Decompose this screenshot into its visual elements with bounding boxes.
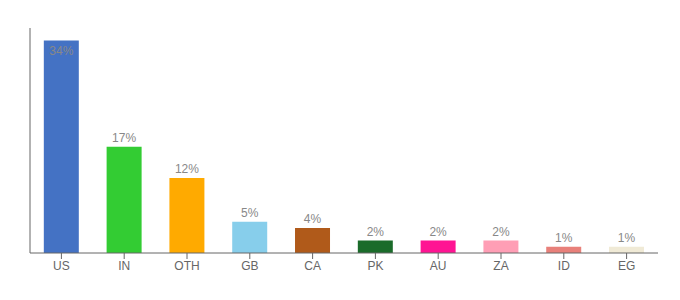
svg-text:EG: EG — [618, 259, 635, 273]
svg-text:12%: 12% — [175, 162, 199, 176]
svg-text:2%: 2% — [367, 225, 385, 239]
svg-text:GB: GB — [241, 259, 258, 273]
svg-text:IN: IN — [118, 259, 130, 273]
svg-text:AU: AU — [430, 259, 447, 273]
svg-text:OTH: OTH — [174, 259, 199, 273]
svg-text:17%: 17% — [112, 131, 136, 145]
svg-text:1%: 1% — [555, 231, 573, 245]
svg-text:5%: 5% — [241, 206, 259, 220]
svg-text:ID: ID — [558, 259, 570, 273]
svg-text:2%: 2% — [492, 225, 510, 239]
svg-text:US: US — [53, 259, 70, 273]
svg-text:4%: 4% — [304, 212, 322, 226]
svg-text:ZA: ZA — [493, 259, 508, 273]
svg-text:2%: 2% — [429, 225, 447, 239]
svg-text:PK: PK — [367, 259, 383, 273]
svg-text:CA: CA — [304, 259, 321, 273]
svg-text:1%: 1% — [618, 231, 636, 245]
svg-text:34%: 34% — [49, 44, 73, 58]
